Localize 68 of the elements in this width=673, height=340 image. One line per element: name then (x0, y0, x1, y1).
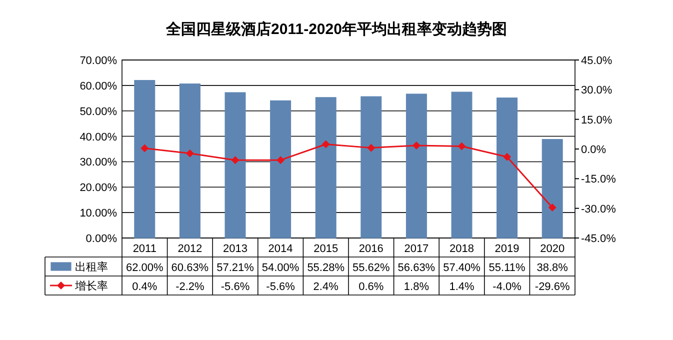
y-tick-label: 50.00% (80, 106, 118, 118)
data-label: -2.2% (176, 281, 205, 293)
y-tick-label: 40.00% (80, 131, 118, 144)
x-tick-label: 2015 (314, 243, 338, 255)
bar (179, 84, 200, 238)
data-label: 0.4% (132, 281, 158, 293)
data-label: 57.21% (216, 262, 254, 274)
data-label: 1.4% (449, 281, 474, 293)
y2-tick-label: 30.0% (581, 84, 612, 97)
x-tick-label: 2017 (404, 243, 429, 255)
bar (224, 92, 246, 238)
bar (406, 94, 427, 238)
data-label: 55.62% (352, 262, 390, 274)
point (367, 144, 376, 152)
x-tick-label: 2011 (132, 243, 156, 255)
data-label: 0.6% (358, 281, 384, 293)
point (412, 141, 420, 150)
data-label: 1.8% (404, 281, 430, 293)
point (231, 156, 240, 164)
y2-tick-label: 0.0% (581, 144, 606, 156)
point (322, 140, 330, 148)
data-label: 55.28% (307, 262, 345, 274)
data-label: 38.8% (536, 262, 568, 274)
point (503, 152, 512, 161)
point (548, 204, 556, 212)
y2-tick-label: -30.0% (581, 203, 616, 216)
bar (496, 98, 518, 238)
y-tick-label: 30.00% (80, 156, 118, 169)
x-tick-label: 2018 (450, 243, 474, 255)
legend-label: 出租率 (75, 260, 108, 274)
x-tick-label: 2014 (268, 243, 293, 255)
legend-label: 增长率 (74, 280, 108, 292)
y-tick-label: 20.00% (80, 182, 118, 194)
data-label: -29.6% (534, 281, 570, 293)
y-tick-label: 0.00% (86, 233, 118, 245)
y2-tick-label: 15.0% (581, 114, 612, 126)
data-label: -4.0% (492, 281, 522, 293)
chart-title: 全国四星级酒店2011-2020年平均出租率变动趋势图 (165, 20, 507, 38)
y-tick-label: 70.00% (80, 55, 118, 67)
data-label: -5.6% (266, 281, 296, 293)
bar (270, 100, 292, 238)
y-tick-label: 60.00% (80, 80, 118, 92)
y2-tick-label: 45.0% (581, 55, 612, 67)
y2-tick-label: -15.0% (581, 174, 616, 186)
data-label: 54.00% (262, 262, 300, 274)
point (276, 156, 285, 164)
x-tick-label: 2019 (494, 243, 520, 255)
point (140, 144, 149, 152)
bar (134, 80, 156, 238)
data-label: 60.63% (171, 262, 209, 274)
data-label: 62.00% (126, 262, 164, 274)
x-tick-label: 2016 (358, 243, 384, 255)
data-label: -5.6% (220, 281, 250, 293)
point (458, 142, 466, 150)
data-label: 56.63% (398, 262, 436, 274)
data-label: 2.4% (313, 281, 339, 293)
x-tick-label: 2013 (223, 243, 248, 255)
data-label: 55.11% (488, 262, 526, 274)
bar (360, 96, 382, 238)
y-tick-label: 10.00% (80, 208, 118, 220)
data-label: 57.40% (443, 262, 481, 274)
y2-tick-label: -45.0% (581, 233, 616, 245)
bar (315, 97, 336, 238)
bar (451, 92, 472, 238)
point (186, 149, 194, 158)
x-tick-label: 2012 (178, 243, 202, 255)
bar (542, 139, 563, 238)
x-tick-label: 2020 (540, 243, 565, 255)
